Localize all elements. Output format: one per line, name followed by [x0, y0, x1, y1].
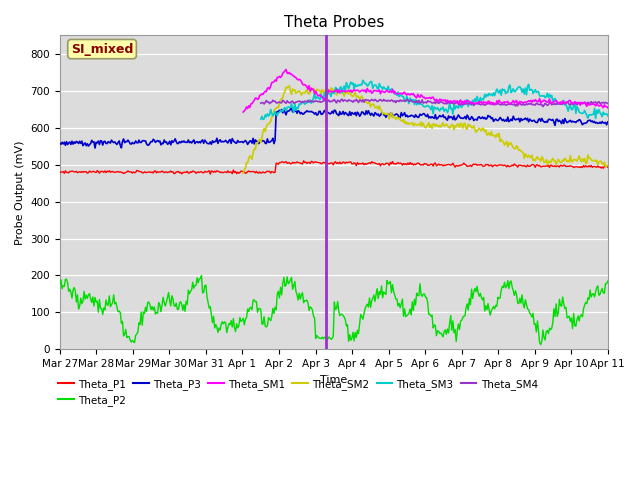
Theta_SM2: [319, 89, 327, 95]
Theta_P3: [322, 109, 330, 115]
Theta_P3: [508, 116, 515, 122]
Theta_SM4: [353, 96, 360, 102]
Theta_P1: [322, 159, 330, 165]
Line: Theta_P1: Theta_P1: [60, 161, 608, 174]
Line: Theta_SM4: Theta_SM4: [260, 99, 608, 107]
Line: Theta_SM2: Theta_SM2: [243, 86, 608, 173]
Theta_SM4: [382, 97, 390, 103]
Theta_SM4: [316, 99, 324, 105]
Theta_P1: [56, 169, 64, 175]
Theta_SM1: [604, 105, 612, 110]
Theta_SM3: [382, 86, 390, 92]
Theta_P1: [384, 161, 392, 167]
Theta_SM1: [591, 102, 598, 108]
Theta_P2: [321, 335, 328, 340]
Theta_P1: [508, 163, 515, 169]
Theta_SM2: [382, 111, 390, 117]
Theta_P3: [288, 106, 296, 111]
Theta_P1: [300, 158, 307, 164]
Theta_SM2: [591, 157, 598, 163]
Theta_P3: [384, 111, 392, 117]
Theta_SM4: [505, 101, 513, 107]
Theta_P2: [317, 336, 325, 341]
Theta_P2: [198, 273, 205, 278]
Theta_SM4: [319, 98, 327, 104]
Theta_SM4: [591, 100, 598, 106]
Theta_P1: [207, 171, 214, 177]
Theta_P2: [383, 277, 391, 283]
Theta_SM1: [319, 96, 327, 102]
Theta_SM2: [604, 163, 612, 168]
Theta_SM3: [604, 113, 612, 119]
Legend: Theta_P1, Theta_P2, Theta_P3, Theta_SM1, Theta_SM2, Theta_SM3, Theta_SM4: Theta_P1, Theta_P2, Theta_P3, Theta_SM1,…: [54, 375, 542, 410]
Title: Theta Probes: Theta Probes: [284, 15, 384, 30]
Theta_SM3: [591, 106, 598, 111]
Theta_SM3: [353, 84, 360, 89]
Theta_SM3: [316, 97, 324, 103]
Y-axis label: Probe Output (mV): Probe Output (mV): [15, 140, 25, 245]
Theta_P2: [353, 327, 361, 333]
Theta_SM1: [353, 87, 360, 93]
Theta_P3: [355, 110, 362, 116]
Theta_P3: [91, 145, 99, 151]
Theta_P1: [593, 165, 600, 170]
Line: Theta_SM3: Theta_SM3: [260, 80, 608, 120]
Theta_P2: [506, 279, 514, 285]
Line: Theta_P3: Theta_P3: [60, 108, 608, 148]
Theta_P3: [593, 120, 600, 125]
Theta_P2: [56, 281, 64, 287]
Theta_SM3: [319, 95, 327, 100]
Theta_P3: [604, 119, 612, 125]
Text: SI_mixed: SI_mixed: [71, 43, 133, 56]
Theta_SM1: [382, 88, 390, 94]
Theta_P1: [319, 160, 326, 166]
Theta_SM1: [505, 101, 513, 107]
Line: Theta_SM1: Theta_SM1: [243, 70, 608, 112]
Theta_SM4: [604, 101, 612, 107]
Theta_P1: [355, 161, 362, 167]
Theta_P1: [604, 164, 612, 170]
Theta_P2: [537, 342, 545, 348]
Theta_P2: [593, 285, 600, 290]
Line: Theta_P2: Theta_P2: [60, 276, 608, 345]
Theta_SM2: [316, 88, 324, 94]
X-axis label: Time: Time: [320, 375, 348, 384]
Theta_SM3: [505, 84, 513, 89]
Theta_P2: [604, 278, 612, 284]
Theta_SM2: [505, 140, 513, 145]
Theta_P3: [56, 141, 64, 146]
Theta_SM2: [353, 95, 360, 100]
Theta_P3: [319, 111, 326, 117]
Theta_SM1: [316, 92, 324, 97]
